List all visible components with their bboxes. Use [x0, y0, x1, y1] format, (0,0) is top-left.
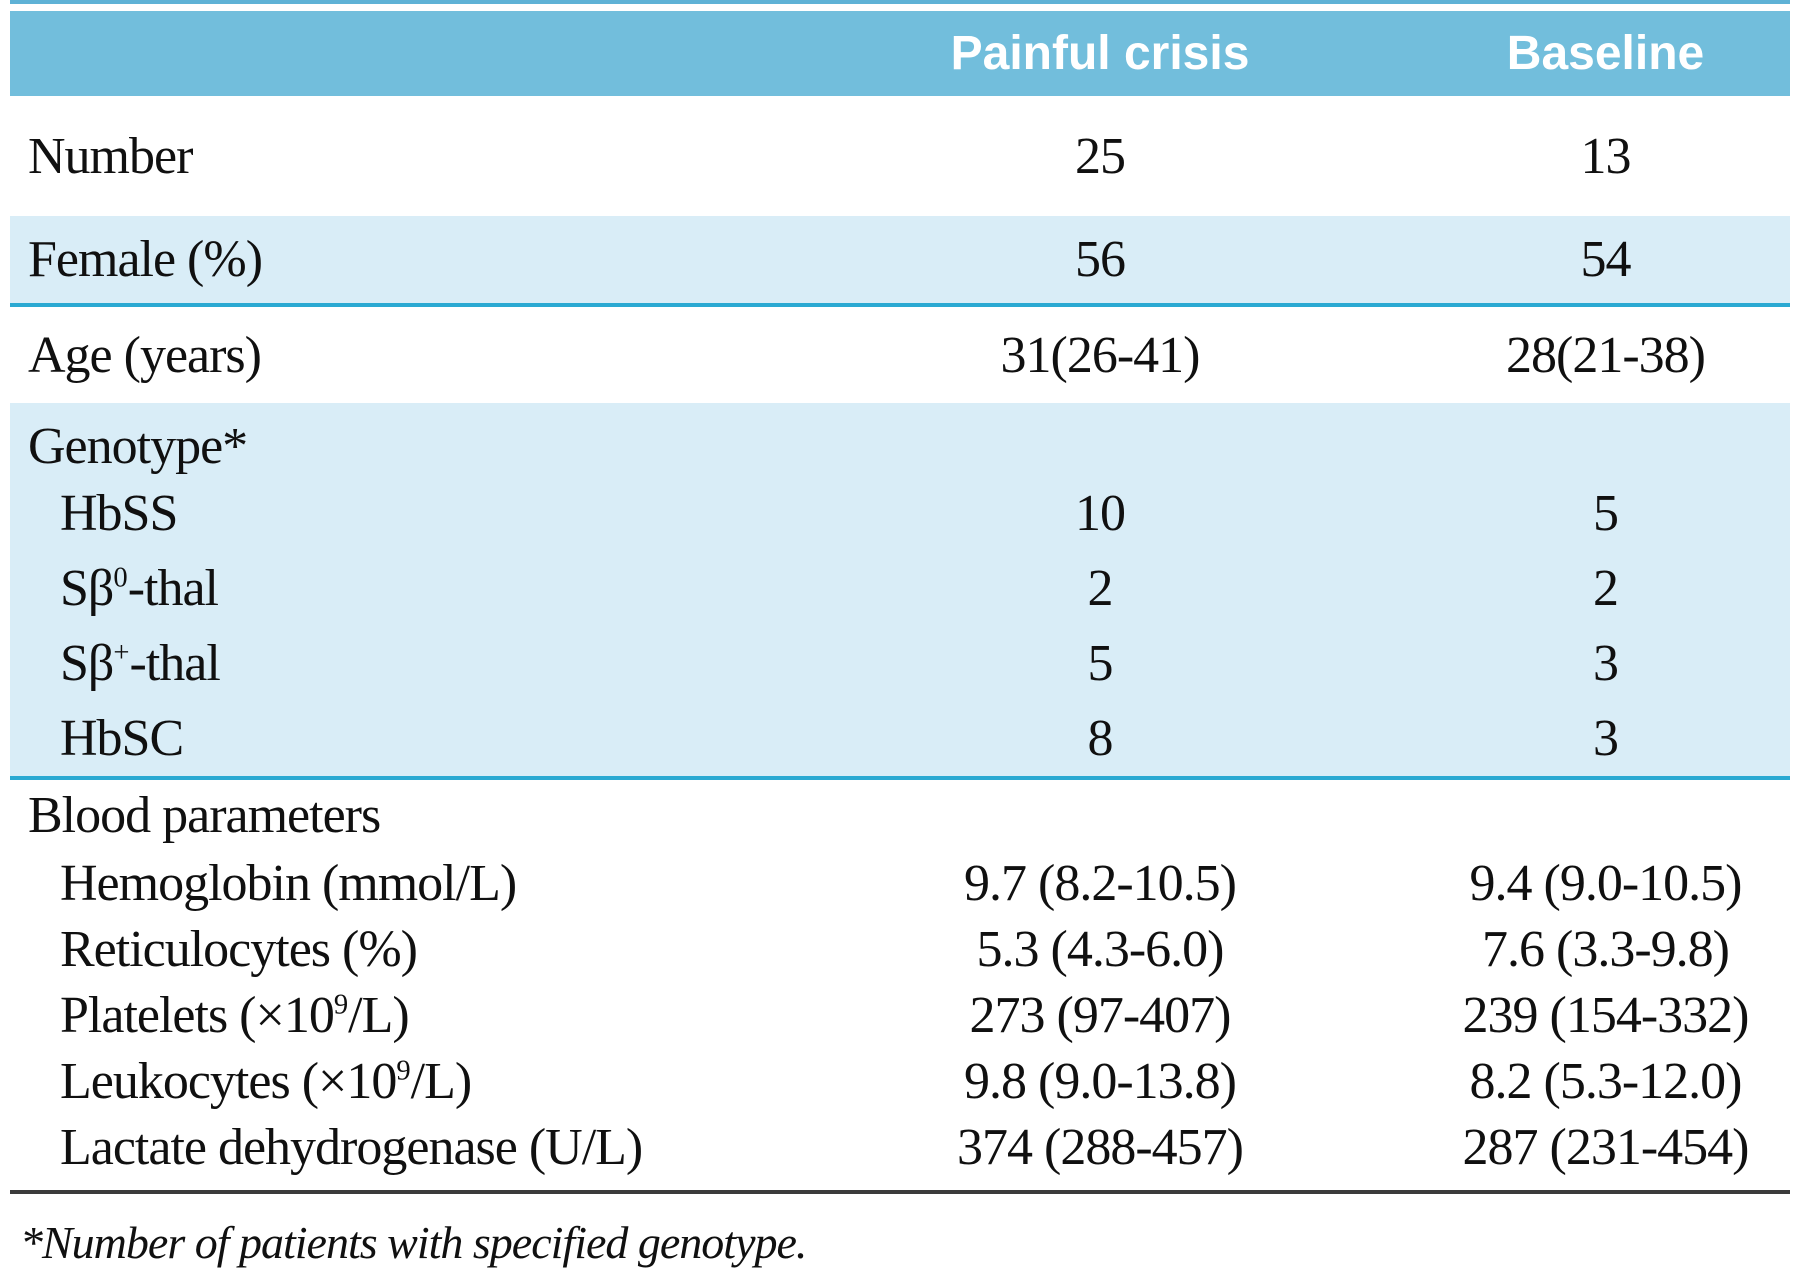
- row-label: Hemoglobin (mmol/L): [60, 854, 517, 912]
- baseline-value: 3: [1593, 710, 1619, 767]
- painful-crisis-value: 8: [1087, 710, 1114, 767]
- table-row-reticulocytes: Reticulocytes (%) 5.3 (4.3-6.0) 7.6 (3.3…: [10, 916, 1790, 982]
- row-label: Age (years): [28, 326, 262, 384]
- footnote-text: *Number of patients with specified genot…: [20, 1217, 807, 1268]
- painful-crisis-value: 273 (97-407): [969, 986, 1232, 1044]
- baseline-value: 8.2 (5.3-12.0): [1469, 1052, 1743, 1110]
- column-header-baseline: Baseline: [1506, 27, 1705, 80]
- footnote-rule: [10, 1190, 1790, 1194]
- table-header-row: Painful crisis Baseline: [10, 11, 1790, 96]
- row-label: Leukocytes (×109/L): [60, 1052, 472, 1110]
- painful-crisis-value: 9.7 (8.2-10.5): [964, 854, 1237, 912]
- table-row-hbss: HbSS 10 5: [10, 476, 1790, 551]
- painful-crisis-value: 5: [1087, 635, 1114, 692]
- baseline-value: 2: [1593, 560, 1619, 617]
- painful-crisis-value: 2: [1087, 560, 1114, 617]
- table-row-number: Number 25 13: [10, 96, 1790, 216]
- row-label: Reticulocytes (%): [60, 920, 418, 978]
- baseline-value: 7.6 (3.3-9.8): [1482, 920, 1730, 978]
- painful-crisis-value: 374 (288-457): [957, 1118, 1244, 1176]
- row-label: Number: [28, 127, 193, 185]
- baseline-value: 3: [1593, 635, 1619, 692]
- painful-crisis-value: 25: [1075, 127, 1126, 185]
- row-label: Sβ0-thal: [60, 560, 219, 617]
- table-row-sb0-thal: Sβ0-thal 2 2: [10, 551, 1790, 626]
- table-row-lactate-dehydrogenase: Lactate dehydrogenase (U/L) 374 (288-457…: [10, 1114, 1790, 1180]
- table-row-hbsc: HbSC 8 3: [10, 701, 1790, 776]
- painful-crisis-value: 56: [1075, 231, 1126, 288]
- table-row-female: Female (%) 56 54: [10, 216, 1790, 303]
- group-label: Genotype*: [28, 418, 248, 475]
- painful-crisis-value: 9.8 (9.0-13.8): [964, 1052, 1237, 1110]
- table-row-leukocytes: Leukocytes (×109/L) 9.8 (9.0-13.8) 8.2 (…: [10, 1048, 1790, 1114]
- table-row-hemoglobin: Hemoglobin (mmol/L) 9.7 (8.2-10.5) 9.4 (…: [10, 850, 1790, 916]
- baseline-value: 5: [1593, 485, 1619, 542]
- row-label: HbSC: [60, 710, 184, 767]
- baseline-value: 13: [1580, 127, 1632, 185]
- baseline-value: 287 (231-454): [1462, 1118, 1750, 1176]
- row-label: Female (%): [28, 231, 263, 288]
- painful-crisis-value: 5.3 (4.3-6.0): [976, 920, 1225, 978]
- table-row-age: Age (years) 31(26-41) 28(21-38): [10, 307, 1790, 403]
- painful-crisis-value: 10: [1075, 485, 1126, 542]
- separator-rule: [10, 303, 1790, 307]
- row-label: Platelets (×109/L): [60, 986, 410, 1044]
- column-header-painful-crisis: Painful crisis: [950, 27, 1250, 80]
- painful-crisis-value: 31(26-41): [1000, 326, 1201, 384]
- separator-rule: [10, 776, 1790, 780]
- baseline-value: 9.4 (9.0-10.5): [1469, 854, 1743, 912]
- row-label: Sβ+-thal: [60, 635, 221, 692]
- baseline-value: 54: [1580, 231, 1632, 288]
- baseline-value: 28(21-38): [1506, 326, 1706, 384]
- row-label: Lactate dehydrogenase (U/L): [60, 1118, 643, 1176]
- table-row-platelets: Platelets (×109/L) 273 (97-407) 239 (154…: [10, 982, 1790, 1048]
- table-top-rule: [10, 0, 1790, 4]
- group-label: Blood parameters: [28, 786, 381, 844]
- table-row-genotype-group: Genotype*: [10, 403, 1790, 476]
- table-row-blood-parameters-group: Blood parameters: [10, 780, 1790, 850]
- baseline-value: 239 (154-332): [1462, 986, 1750, 1044]
- table-row-sb-plus-thal: Sβ+-thal 5 3: [10, 626, 1790, 701]
- row-label: HbSS: [60, 485, 178, 542]
